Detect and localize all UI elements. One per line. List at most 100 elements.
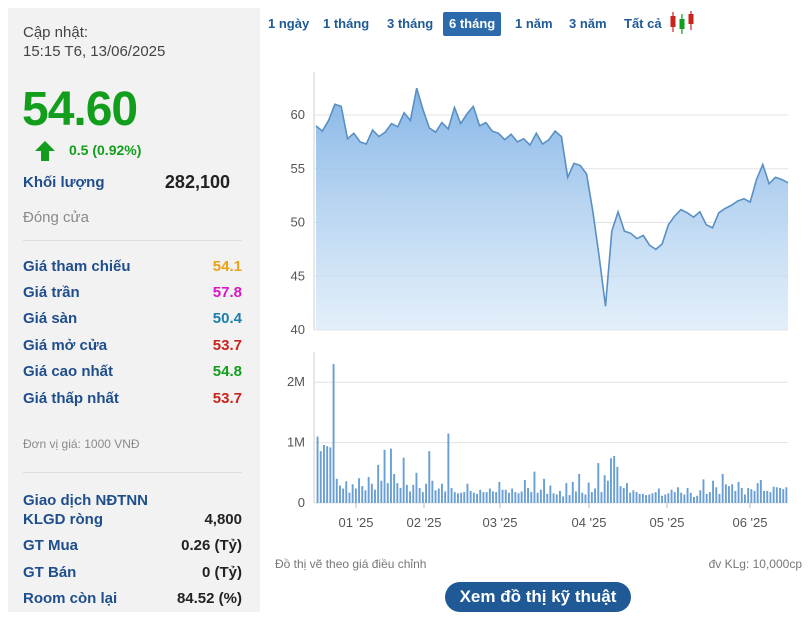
foreign-row-room: Room còn lại 84.52 (%) xyxy=(23,590,242,610)
volume-bar xyxy=(431,480,434,503)
price-row-label: Giá tham chiếu xyxy=(23,258,131,275)
volume-bar xyxy=(562,496,565,503)
x-tick-label: 06 '25 xyxy=(732,515,767,530)
current-price: 54.60 xyxy=(22,83,138,136)
volume-bar xyxy=(367,477,370,503)
volume-bar xyxy=(501,489,504,503)
volume-bar xyxy=(565,483,568,503)
volume-bar xyxy=(488,488,491,503)
volume-bar xyxy=(603,475,606,503)
price-row-value: 54.8 xyxy=(212,363,242,380)
price-row-label: Giá mở cửa xyxy=(23,337,108,354)
volume-bar xyxy=(622,487,625,503)
volume-bar xyxy=(759,480,762,503)
volume-bar xyxy=(361,486,364,503)
volume-bar xyxy=(402,457,405,503)
volume-bar xyxy=(508,492,510,503)
x-tick-label: 03 '25 xyxy=(482,515,517,530)
volume-bar xyxy=(772,486,775,503)
price-row-high: Giá cao nhất 54.8 xyxy=(23,363,242,383)
volume-bar xyxy=(645,495,648,503)
volume-bar xyxy=(657,488,660,503)
volume-bar xyxy=(724,484,727,503)
volume-y-axis: 2M 1M 0 xyxy=(287,374,305,510)
volume-bar xyxy=(555,494,558,503)
volume-unit-note: đv KLg: 10,000cp xyxy=(708,557,802,571)
volume-bar xyxy=(594,488,597,503)
volume-bar xyxy=(779,487,782,503)
volume-label: Khối lượng xyxy=(23,174,105,191)
volume-bar xyxy=(696,495,699,503)
volume-bar xyxy=(689,492,692,503)
volume-bar xyxy=(552,493,555,503)
volume-bar xyxy=(651,493,654,503)
volume-bar xyxy=(326,446,329,503)
foreign-row-label: GT Mua xyxy=(23,537,78,554)
volume-bar xyxy=(374,489,376,503)
volume-bar xyxy=(578,474,581,503)
price-tick-label: 40 xyxy=(291,322,305,337)
volume-bar xyxy=(418,487,421,503)
volume-bar xyxy=(559,490,561,503)
volume-bar xyxy=(648,494,651,503)
price-row-value: 53.7 xyxy=(212,337,242,354)
volume-bar xyxy=(629,492,632,503)
volume-bar xyxy=(610,458,612,503)
volume-bar xyxy=(670,489,673,503)
volume-bar xyxy=(673,492,676,503)
volume-bar xyxy=(399,487,402,503)
foreign-row-value: 0 (Tỷ) xyxy=(201,564,242,581)
volume-bar xyxy=(348,492,351,503)
volume-bar xyxy=(520,491,523,503)
tab-3-months[interactable]: 3 tháng xyxy=(387,16,434,31)
tab-all[interactable]: Tất cả xyxy=(624,16,662,31)
price-row-label: Giá sàn xyxy=(23,310,78,327)
volume-bar xyxy=(517,493,520,503)
technical-chart-button[interactable]: Xem đồ thị kỹ thuật xyxy=(445,582,631,612)
volume-bar xyxy=(661,495,664,503)
price-area xyxy=(316,88,788,330)
tab-1-month[interactable]: 1 tháng xyxy=(323,16,370,31)
foreign-row-label: GT Bán xyxy=(23,564,77,581)
volume-bar xyxy=(587,482,590,503)
volume-bar xyxy=(434,490,437,503)
tab-6-months[interactable]: 6 tháng xyxy=(443,12,502,36)
price-row-label: Giá thấp nhất xyxy=(23,390,119,407)
tab-1-year[interactable]: 1 năm xyxy=(515,16,553,31)
volume-bar xyxy=(527,487,530,503)
candlestick-icon[interactable] xyxy=(668,10,696,36)
volume-bar xyxy=(568,495,571,503)
volume-bar xyxy=(511,488,514,503)
foreign-row-label: KLGD ròng xyxy=(23,511,103,528)
price-change: 0.5 (0.92%) xyxy=(69,142,142,158)
volume-bar xyxy=(683,494,686,503)
volume-bar xyxy=(351,484,354,503)
volume-bar xyxy=(428,451,431,503)
tab-3-years[interactable]: 3 năm xyxy=(569,16,607,31)
volume-bar xyxy=(635,492,638,503)
volume-bar xyxy=(584,494,587,503)
price-tick-label: 45 xyxy=(291,268,305,283)
volume-bar xyxy=(728,486,730,503)
price-row-low: Giá thấp nhất 53.7 xyxy=(23,390,242,410)
volume-bar xyxy=(329,447,332,503)
volume-bar xyxy=(463,492,466,503)
volume-bar xyxy=(319,451,322,503)
tab-1-day[interactable]: 1 ngày xyxy=(268,16,310,31)
volume-bar xyxy=(514,492,517,503)
volume-bar xyxy=(393,474,396,503)
stock-summary-panel: Cập nhật: 15:15 T6, 13/06/2025 54.60 0.5… xyxy=(8,8,260,612)
x-tick-label: 01 '25 xyxy=(338,515,373,530)
volume-bar xyxy=(737,481,740,503)
volume-bar xyxy=(332,364,335,503)
price-y-axis: 60 55 50 45 40 xyxy=(291,107,305,337)
foreign-row-value: 4,800 xyxy=(204,511,242,528)
divider xyxy=(23,240,242,241)
volume-bar xyxy=(763,490,766,503)
volume-bar xyxy=(479,489,482,503)
volume-tick-label: 2M xyxy=(287,374,305,389)
volume-bar xyxy=(664,494,667,503)
volume-bar xyxy=(425,483,428,503)
volume-bar xyxy=(753,490,756,503)
volume-bar xyxy=(708,492,711,503)
